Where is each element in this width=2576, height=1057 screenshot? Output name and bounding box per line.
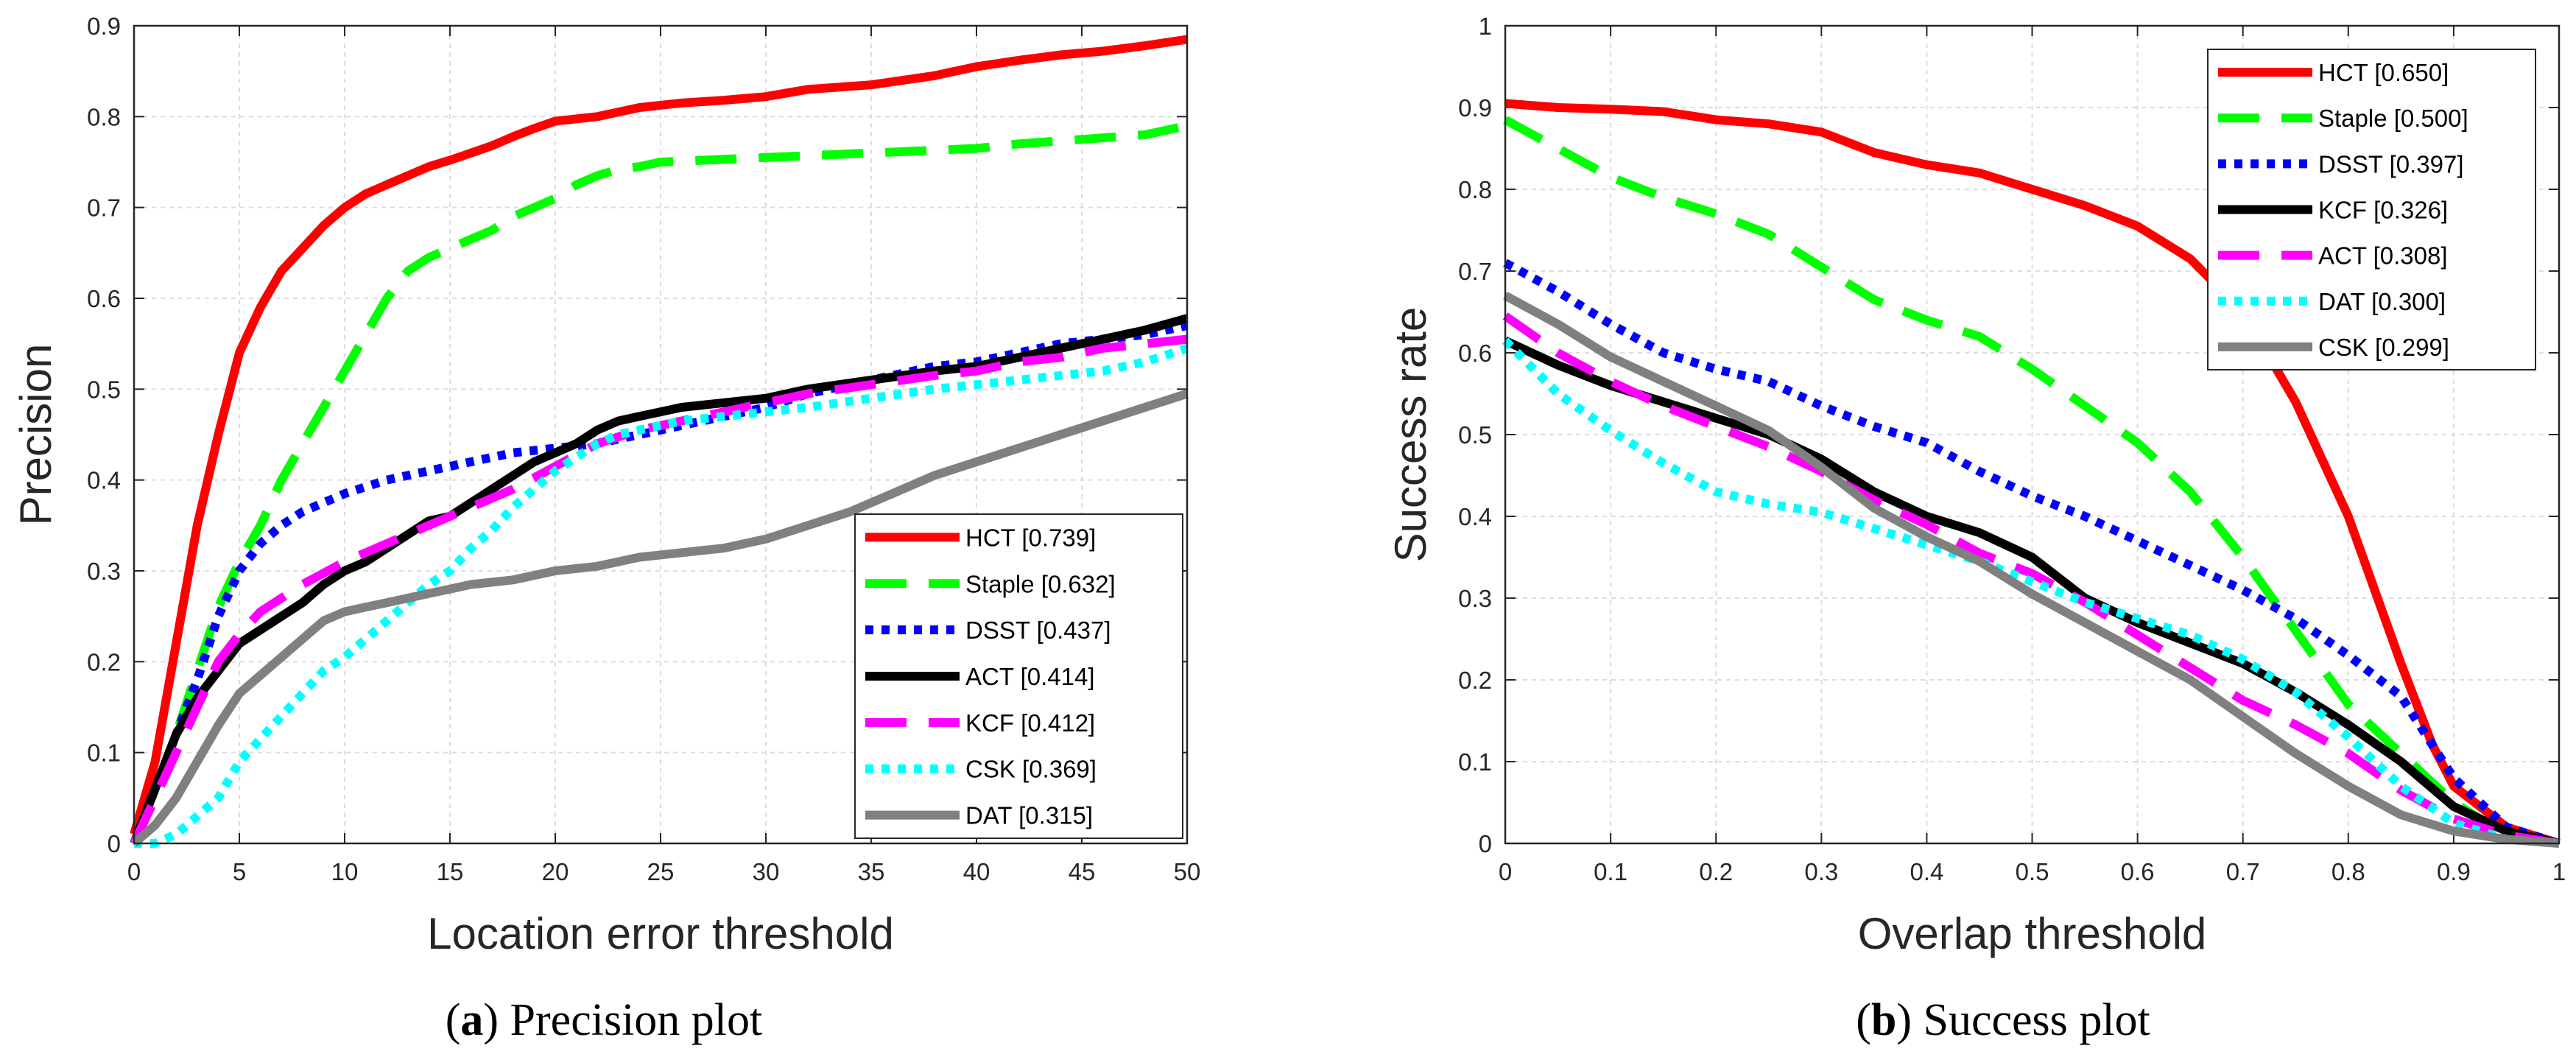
series-line	[130, 35, 1188, 836]
figure-caption: (b) Success plot	[1856, 995, 2150, 1045]
legend-label: CSK [0.299]	[2318, 334, 2449, 361]
y-tick-label: 0	[1479, 830, 1492, 857]
legend-label: CSK [0.369]	[965, 756, 1097, 783]
x-tick-label: 0	[127, 858, 141, 885]
y-tick-label: 1	[1479, 13, 1492, 40]
x-tick-label: 30	[753, 858, 780, 885]
x-tick-label: 40	[963, 858, 990, 885]
x-tick-label: 45	[1069, 858, 1096, 885]
legend-label: HCT [0.650]	[2318, 59, 2449, 86]
x-tick-label: 0.7	[2226, 858, 2260, 885]
y-tick-label: 0.8	[1458, 176, 1492, 203]
series-line	[1503, 259, 2561, 848]
series-line	[1502, 312, 2560, 848]
legend-label: DAT [0.300]	[2318, 288, 2446, 315]
legend-label: ACT [0.308]	[2318, 242, 2448, 270]
y-tick-label: 0.2	[87, 648, 121, 675]
y-tick-label: 0.8	[87, 103, 121, 130]
y-tick-label: 0.2	[1458, 667, 1492, 694]
x-tick-label: 20	[542, 858, 569, 885]
y-tick-label: 0.1	[87, 740, 121, 767]
x-tick-label: 0.5	[2016, 858, 2049, 885]
caption-letter: b	[1871, 995, 1896, 1045]
legend-label: KCF [0.412]	[965, 709, 1095, 737]
x-tick-label: 0.2	[1699, 858, 1733, 885]
chart-success: 0 0.1 0.2 0.3 0.4 0.5 0.6 0.7 0.8 0.9 1 0 0.1 0.2 0.3 0…	[1386, 13, 2566, 1045]
legend-label: HCT [0.739]	[965, 524, 1096, 551]
caption-text: ) Precision plot	[483, 995, 762, 1045]
x-axis-label: Overlap threshold	[1858, 909, 2207, 958]
caption-open: (	[1856, 995, 1871, 1045]
legend: HCT [0.650] Staple [0.500] DSST [0.397] KCF…	[2207, 49, 2536, 371]
y-tick-label: 0.9	[1458, 94, 1492, 122]
y-axis-label: Success rate	[1386, 307, 1435, 563]
figure-caption: (a) Precision plot	[446, 995, 763, 1045]
legend-label: KCF [0.326]	[2318, 197, 2448, 224]
x-tick-label: 1	[2552, 858, 2566, 885]
series-line	[1503, 336, 2561, 848]
series-line	[130, 121, 1189, 846]
y-tick-label: 0.1	[1458, 748, 1492, 776]
legend-label: Staple [0.632]	[965, 570, 1116, 597]
x-tick-label: 15	[437, 858, 464, 885]
y-tick-label: 0.4	[1458, 503, 1492, 530]
legend-label: ACT [0.414]	[965, 663, 1095, 690]
series-line	[1502, 337, 2560, 848]
y-tick-label: 0.9	[87, 13, 121, 40]
x-tick-label: 35	[858, 858, 885, 885]
legend-label: Staple [0.500]	[2318, 105, 2468, 132]
x-tick-label: 0	[1499, 858, 1512, 885]
axes-box	[1504, 24, 2561, 845]
x-tick-label: 50	[1174, 858, 1201, 885]
x-tick-label: 5	[233, 858, 246, 885]
series-line	[130, 314, 1189, 846]
y-tick-label: 0.7	[1458, 258, 1492, 285]
y-tick-label: 0.4	[87, 467, 121, 494]
x-tick-label: 0.6	[2121, 858, 2155, 885]
legend-label: DAT [0.315]	[965, 802, 1093, 829]
series-line	[130, 321, 1189, 846]
y-tick-label: 0.6	[87, 285, 121, 312]
series-line	[131, 389, 1189, 847]
x-tick-label: 0.4	[1910, 858, 1943, 885]
axes-box	[133, 24, 1189, 845]
x-tick-label: 0.9	[2437, 858, 2471, 885]
y-tick-label: 0	[108, 830, 121, 857]
x-tick-label: 25	[647, 858, 675, 885]
legend-box	[2207, 49, 2536, 371]
legend: HCT [0.739] Staple [0.632] DSST [0.437] ACT…	[854, 513, 1183, 839]
chart-precision: 0 5 10 15 20 25 30 35 40 45 50 0 0.1 0.2 0.3 0.4 0.5 0.6 0…	[11, 13, 1200, 1045]
y-tick-label: 0.7	[87, 194, 121, 222]
x-tick-label: 0.8	[2332, 858, 2365, 885]
series-line	[1503, 116, 2560, 848]
series-line	[1503, 292, 2560, 848]
y-tick-label: 0.5	[87, 376, 121, 403]
y-tick-label: 0.6	[1458, 340, 1492, 367]
caption-text: ) Success plot	[1896, 995, 2150, 1045]
legend-label: DSST [0.437]	[965, 617, 1111, 644]
series-line	[1505, 99, 2561, 848]
caption-letter: a	[460, 995, 483, 1045]
x-tick-label: 0.1	[1594, 858, 1627, 885]
y-tick-label: 0.3	[87, 558, 121, 585]
y-tick-label: 0.5	[1458, 421, 1492, 449]
x-tick-label: 10	[331, 858, 359, 885]
x-tick-label: 0.3	[1804, 858, 1838, 885]
x-axis-label: Location error threshold	[427, 909, 894, 958]
caption-open: (	[446, 995, 461, 1045]
y-axis-label: Precision	[11, 344, 60, 526]
y-tick-label: 0.3	[1458, 585, 1492, 612]
legend-label: DSST [0.397]	[2318, 150, 2464, 178]
